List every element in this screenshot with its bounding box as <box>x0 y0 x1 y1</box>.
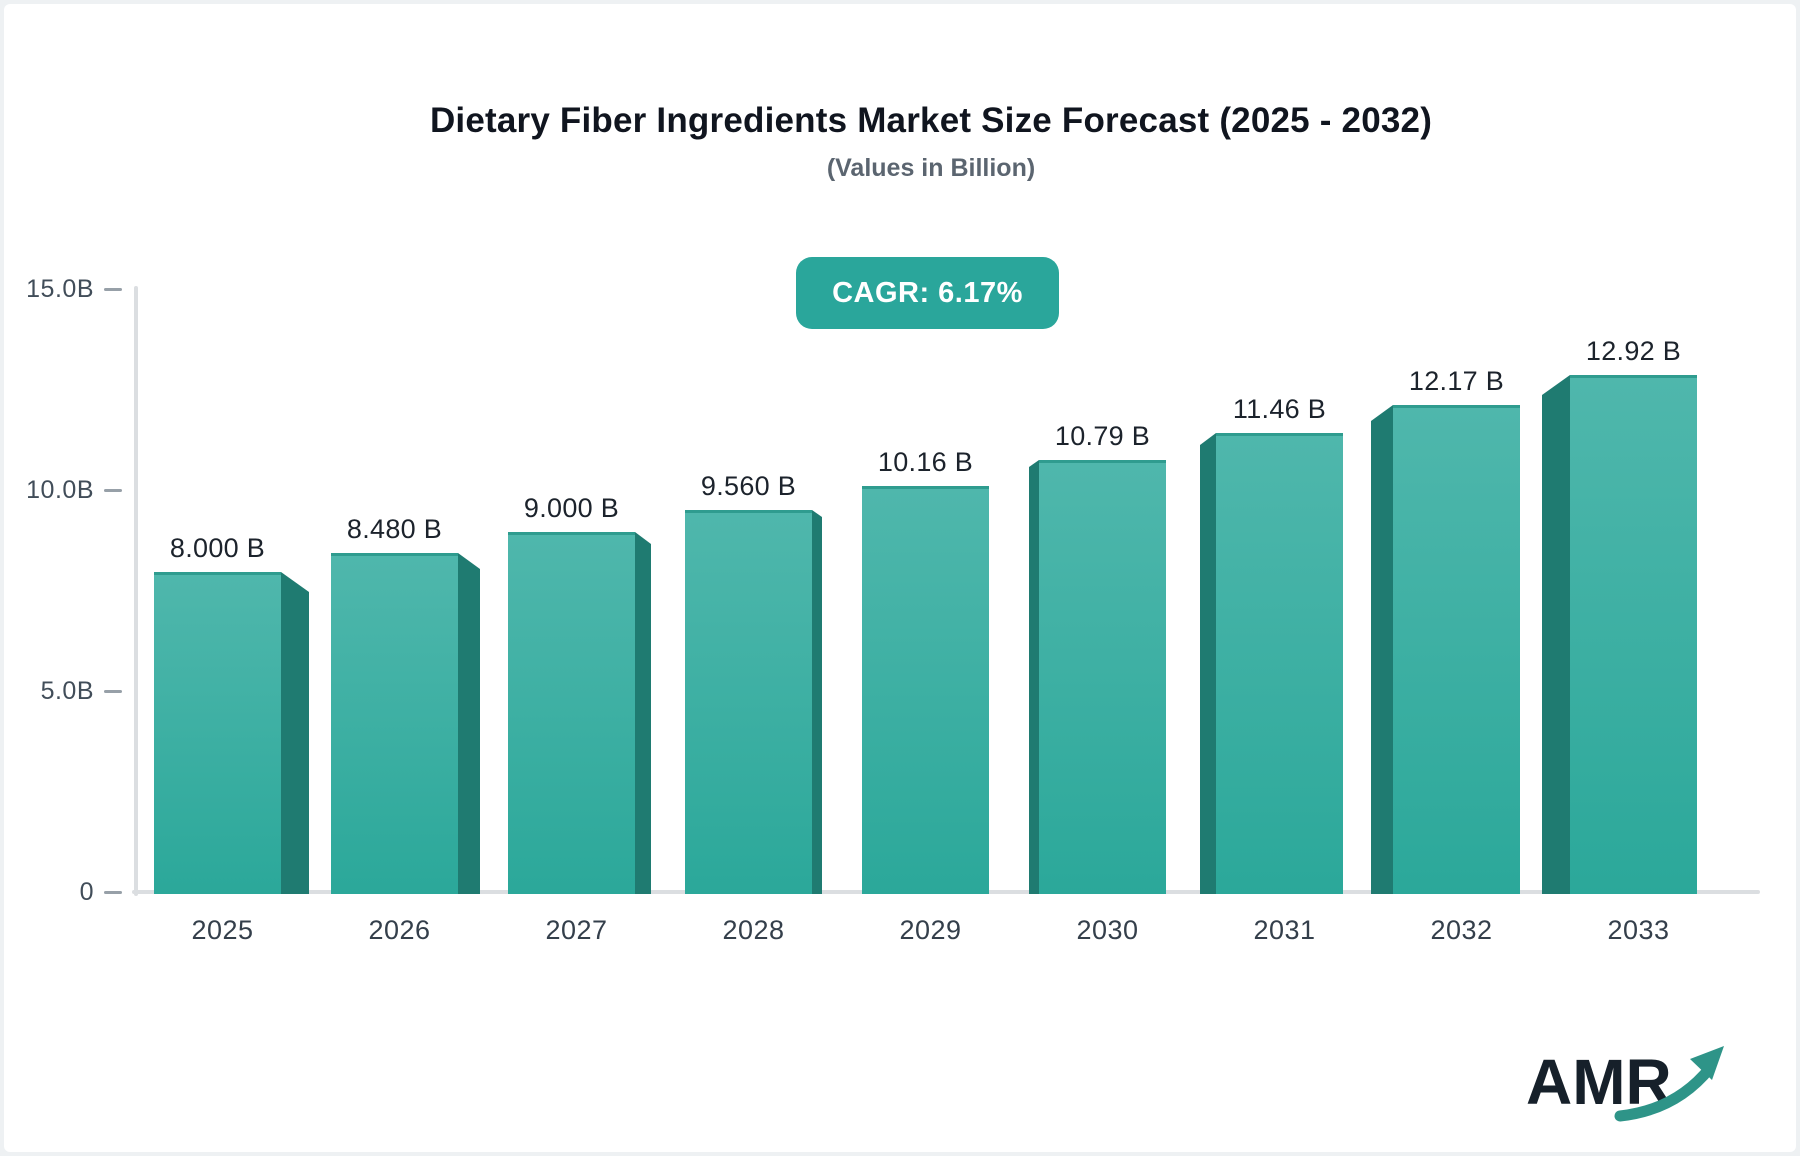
y-tick-dash <box>104 489 122 492</box>
bar-side <box>1200 433 1216 894</box>
amr-logo: AMR <box>1526 1046 1724 1122</box>
y-tick-dash <box>104 891 122 894</box>
bar-value-label: 9.560 B <box>700 471 797 501</box>
y-tick-label: 0 <box>79 878 94 906</box>
bar-value-label: 12.92 B <box>1585 336 1682 366</box>
x-tick-label: 2028 <box>722 915 785 945</box>
x-tick-label: 2029 <box>899 915 962 945</box>
chart-subtitle: (Values in Billion) <box>826 154 1036 182</box>
bar-side <box>281 572 309 894</box>
x-tick-label: 2025 <box>191 915 254 945</box>
bar-face <box>1570 375 1697 894</box>
bar-value-label: 8.000 B <box>169 533 266 563</box>
amr-logo-arrow-swoosh <box>1614 1062 1716 1122</box>
bar-face <box>685 510 812 894</box>
bar-face <box>1216 433 1343 894</box>
bar-face <box>1393 405 1520 894</box>
bar-side <box>1029 460 1039 894</box>
y-tick-label: 5.0B <box>40 677 94 705</box>
amr-logo-arrowhead <box>1690 1046 1724 1080</box>
x-tick-label: 2026 <box>368 915 431 945</box>
x-tick-label: 2032 <box>1430 915 1493 945</box>
chart-title: Dietary Fiber Ingredients Market Size Fo… <box>429 101 1433 140</box>
bar-face <box>508 532 635 894</box>
x-tick-label: 2027 <box>545 915 608 945</box>
x-tick-label: 2031 <box>1253 915 1316 945</box>
bar-face <box>862 486 989 894</box>
bar-face <box>331 553 458 894</box>
x-tick-label: 2033 <box>1607 915 1670 945</box>
bar-side <box>812 510 822 894</box>
bar-face <box>154 572 281 894</box>
bar-chart: 15.0B 10.0B 5.0B 0 8.000 B 2025 8.480 B 2026 9.0… <box>4 4 1796 1152</box>
bar-value-label: 12.17 B <box>1408 366 1505 396</box>
bar-side <box>458 553 480 894</box>
y-tick-label: 15.0B <box>26 275 94 303</box>
bar-value-label: 9.000 B <box>523 493 620 523</box>
bar-value-label: 10.79 B <box>1054 421 1151 451</box>
y-axis-line <box>134 286 138 896</box>
y-tick-dash <box>104 288 122 291</box>
bar-face <box>1039 460 1166 894</box>
y-tick-dash <box>104 690 122 693</box>
cagr-badge: CAGR: 6.17% <box>796 257 1059 329</box>
bar-side <box>1542 375 1570 894</box>
cagr-badge-label: CAGR: 6.17% <box>832 276 1023 309</box>
chart-card: Dietary Fiber Ingredients Market Size Fo… <box>4 4 1796 1152</box>
bar-value-label: 10.16 B <box>877 447 974 477</box>
bar-side <box>1371 405 1393 894</box>
x-tick-label: 2030 <box>1076 915 1139 945</box>
y-tick-label: 10.0B <box>26 476 94 504</box>
bar-value-label: 8.480 B <box>346 514 443 544</box>
bar-value-label: 11.46 B <box>1232 394 1327 424</box>
bar-side <box>635 532 651 894</box>
